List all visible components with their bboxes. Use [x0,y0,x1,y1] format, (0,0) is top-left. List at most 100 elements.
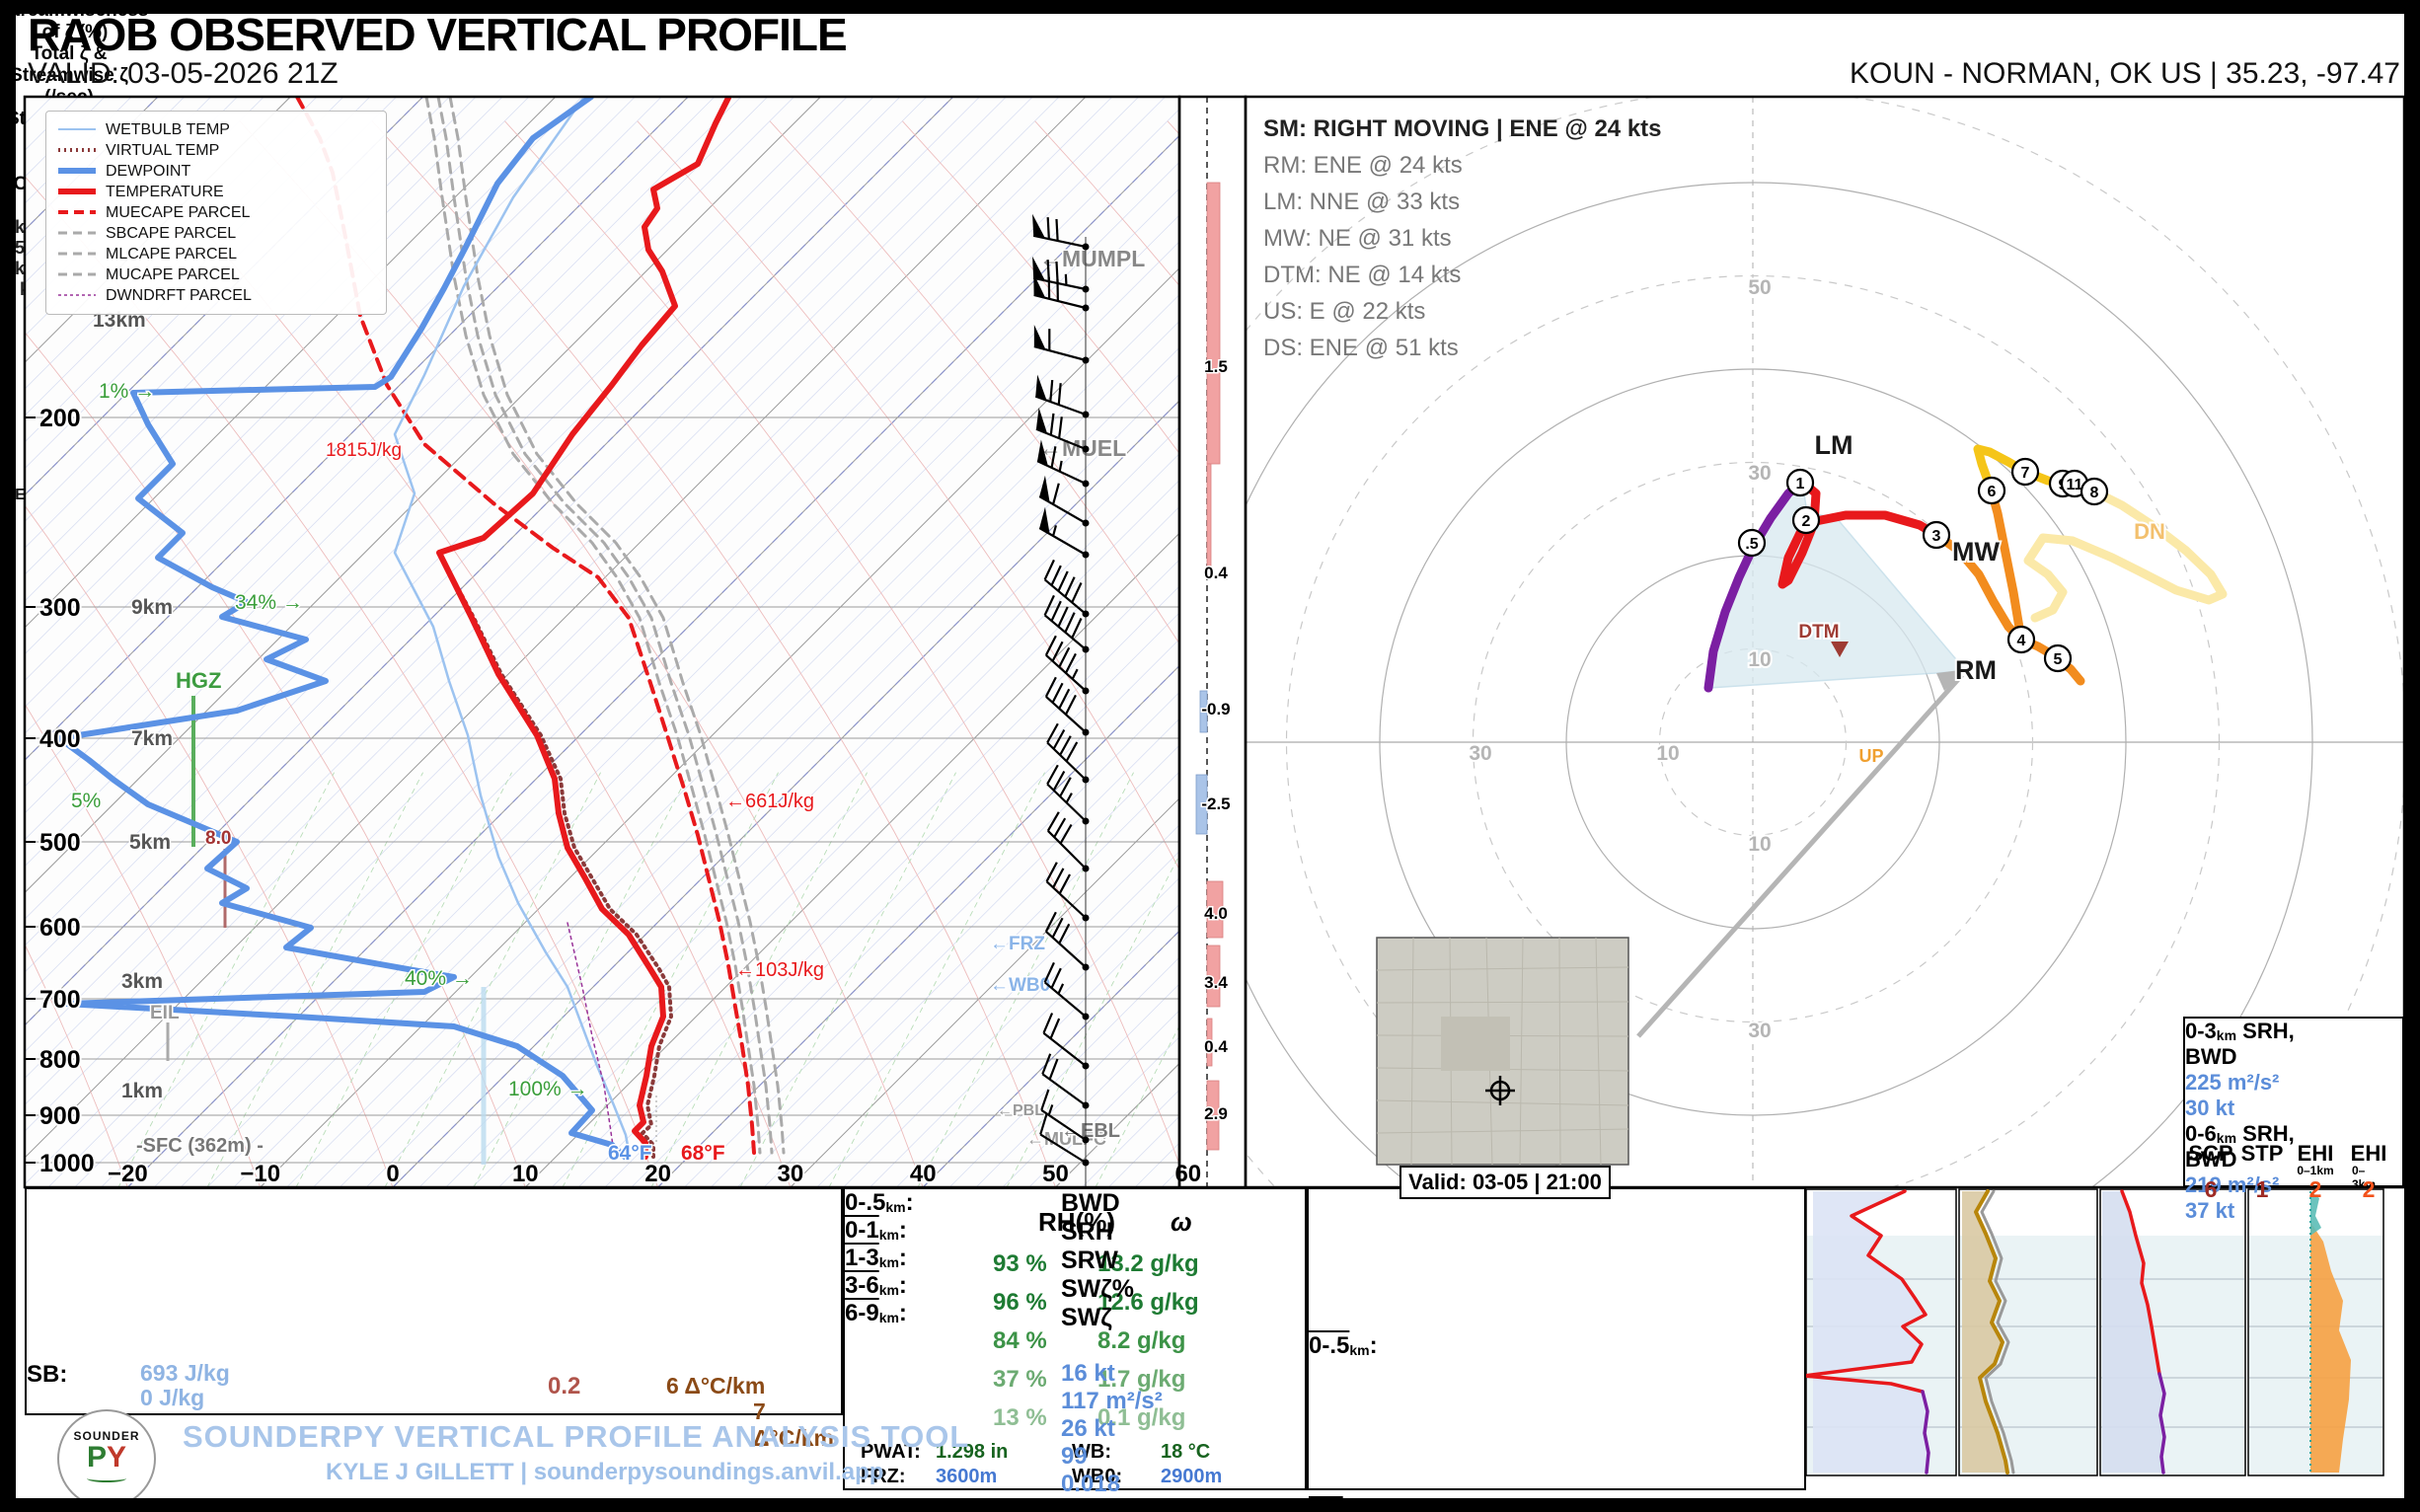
dcape-value: 693 J/kg [140,1360,230,1386]
legend-item: MUECAPE PARCEL [58,202,374,223]
rh-row-label: 0-.5km: [845,1189,914,1216]
height-marker: 11 [2067,477,2083,493]
trace-temperature [436,97,731,1160]
mixing-ratio-value: 13.2 g/kg [1097,1250,1199,1277]
index-value: 2 [2308,1176,2322,1202]
map-valid-label: Valid: 03-05 | 21:00 [1399,1166,1611,1199]
wind-barbs [1032,213,1090,1187]
skewt-annotation: 9km [131,596,173,619]
thermo-header: CIN [0,1304,434,1332]
trace-dewpoint [56,97,628,1160]
omega-value: 1.5 [1204,357,1228,376]
legend-label: MUCAPE PARCEL [106,265,240,283]
thermo-table: SR-ECAPECAPE6CAPE3CAPECINLCLSB:1511 J/kg… [25,1187,843,1451]
pressure-label: 600 [39,914,81,942]
skewt-annotation: 40% → [405,967,473,990]
wb-label: WB: [1072,1441,1111,1463]
legend-label: DWNDRFT PARCEL [106,286,252,304]
srh-row-label2: BWD [2185,1147,2237,1172]
bwd-value: 37 kt [2185,1198,2235,1223]
index-subheader: 0–1km [2297,1164,2334,1177]
mixing-ratio-value: 12.6 g/kg [1097,1289,1199,1316]
hodo-label-LM: LM [1815,430,1853,460]
skewt-annotation: ←EBL [1061,1120,1120,1142]
legend-item: SBCAPE PARCEL [58,223,374,244]
kin-cell: 16 kt [1061,1360,1115,1387]
omega-value: -2.5 [1201,794,1230,813]
temp-tick: 40 [910,1161,937,1187]
index-value: 1 [2255,1176,2269,1202]
index-header: EHI [2297,1141,2334,1166]
pressure-label: 500 [39,829,81,857]
height-marker: 1 [1796,476,1805,492]
storm-motion-line: US: E @ 22 kts [1263,298,1426,325]
kin-header: BWD [1061,1189,1120,1217]
ring-label: 10 [1656,742,1679,765]
trace-dwndrft-parcel [567,922,615,1154]
mini-panel-xtick: 50 [0,300,1210,321]
bwd-value: 30 kt [2185,1096,2235,1120]
legend-swatch [58,163,96,181]
skewt-annotation: 64°F [608,1142,652,1165]
index-header: SCP [2188,1141,2233,1166]
srh-value: 219 m²/s² [2185,1172,2280,1197]
skewt-annotation: ←661J/kg [725,791,814,812]
mixing-ratio-value: 8.2 g/kg [1097,1327,1186,1354]
kin-header: SRH [1061,1218,1113,1246]
thermo-header: CAPE [0,1218,434,1247]
gamma36-value: 7 Δ°C/km [753,1399,834,1451]
ring-label: 10 [1748,833,1771,856]
temp-tick: 20 [644,1161,671,1187]
rh-row-label: 3-6km: [845,1272,907,1299]
mixing-ratio-value: 0.1 g/kg [1097,1404,1186,1431]
frame-right [2404,0,2420,1512]
pressure-label: 1000 [39,1150,95,1177]
mini-panel-xtick: 40 [0,466,1210,487]
height-marker: 6 [1988,484,1997,500]
kin-header: SRW [1061,1247,1118,1274]
mini-panels [1802,1188,2384,1476]
temp-tick: 50 [1042,1161,1069,1187]
temp-tick: −10 [240,1161,280,1187]
muncape-value: 0.2 [548,1373,581,1399]
hodo-trace-9km+ [2023,487,2228,623]
index-header: STP [2240,1141,2284,1166]
legend-swatch [58,204,96,222]
legend-label: DEWPOINT [106,162,191,180]
frame-left [0,0,16,1512]
frame-bottom [0,1498,2420,1512]
temp-tick: 10 [512,1161,539,1187]
thermo-cell: 1511 J/kg [0,1389,434,1416]
index-value: 6 [2204,1176,2218,1202]
hodo-label-DTM: DTM [1798,622,1839,643]
skewt-annotation: ←MULFC [1026,1129,1106,1149]
storm-motion-line: LM: NNE @ 33 kts [1263,189,1461,215]
index-header: EHI [2350,1141,2387,1166]
page-title: RAOB OBSERVED VERTICAL PROFILE [28,9,848,60]
omega-value: 0.4 [1204,1037,1228,1056]
legend-item: WETBULB TEMP [58,119,374,140]
storm-motion-line: RM: ENE @ 24 kts [1263,152,1463,179]
mini-panel-xtick: 70 [0,321,1210,341]
skewt-annotation: 68°F [681,1142,725,1165]
pressure-label: 400 [39,725,81,753]
trace-wetbulb [393,97,632,1159]
legend-item: DWNDRFT PARCEL [58,285,374,306]
skewt-annotation: HGZ [176,668,221,693]
height-marker: 5 [2054,651,2063,668]
thermo-header: 3CAPE [0,1275,434,1304]
srh-row-label: 0-6km SRH, [2185,1121,2295,1146]
omega-value: 4.0 [1204,904,1228,923]
legend-swatch [58,142,96,160]
pressure-label: 800 [39,1046,81,1074]
frz-value: 3600m [936,1466,998,1487]
kin-cell: 117 m²/s² [1061,1388,1163,1414]
temp-tick: −20 [108,1161,148,1187]
kin-cell: 0.018 [1061,1471,1121,1497]
rh-header: RH(%) [1038,1207,1115,1237]
omega-value: 2.9 [1204,1104,1228,1123]
height-marker: 8 [2090,485,2099,501]
ring-label: 30 [1748,1020,1771,1042]
